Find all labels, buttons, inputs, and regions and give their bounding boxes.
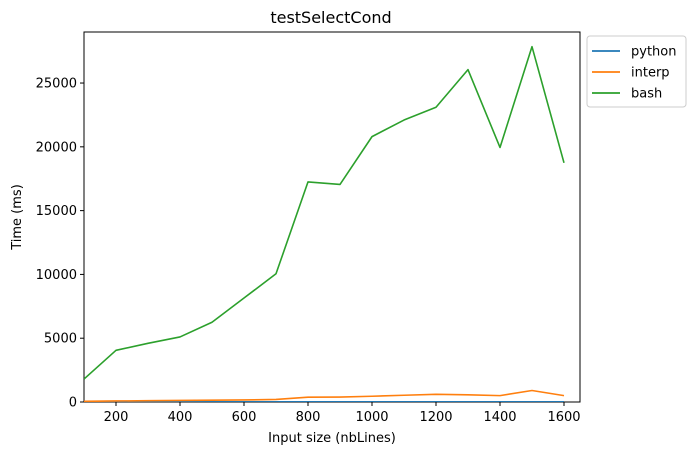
x-tick-label: 1000 bbox=[355, 410, 388, 425]
y-tick-label: 10000 bbox=[36, 268, 77, 283]
x-axis: 200 400 600 800 1000 1200 1400 1600 bbox=[104, 402, 581, 425]
y-tick-label: 15000 bbox=[36, 204, 77, 219]
chart-title: testSelectCond bbox=[270, 8, 391, 27]
y-tick-label: 25000 bbox=[36, 77, 77, 92]
y-axis: 0 5000 10000 15000 20000 25000 bbox=[36, 77, 84, 411]
x-tick-label: 200 bbox=[104, 410, 129, 425]
x-tick-label: 1600 bbox=[547, 410, 580, 425]
x-tick-label: 400 bbox=[168, 410, 193, 425]
legend-frame bbox=[586, 35, 687, 108]
series-line-interp bbox=[84, 389, 565, 402]
series-line-bash bbox=[84, 45, 565, 380]
plot-area bbox=[83, 31, 581, 403]
legend-label-interp: interp bbox=[631, 66, 670, 81]
x-tick-label: 600 bbox=[232, 410, 257, 425]
x-tick-label: 1400 bbox=[483, 410, 516, 425]
series-layer bbox=[84, 45, 565, 402]
x-tick-label: 800 bbox=[296, 410, 321, 425]
x-tick-label: 1200 bbox=[419, 410, 452, 425]
legend: python interp bash bbox=[586, 35, 687, 108]
legend-label-bash: bash bbox=[631, 87, 662, 102]
legend-label-python: python bbox=[631, 45, 676, 60]
y-tick-label: 5000 bbox=[44, 332, 77, 347]
x-axis-label: Input size (nbLines) bbox=[268, 431, 396, 446]
y-axis-label: Time (ms) bbox=[10, 184, 25, 251]
y-tick-label: 20000 bbox=[36, 140, 77, 155]
y-tick-label: 0 bbox=[69, 396, 77, 411]
